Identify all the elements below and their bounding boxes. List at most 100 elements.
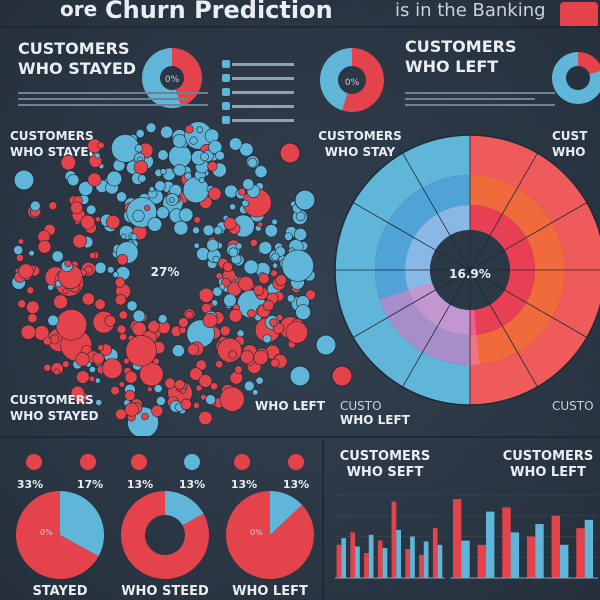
top-left-heading-1: CUSTOMERS	[18, 39, 129, 58]
bubble-cluster-section: CUSTOMERS WHO STAYED 27% CUSTOMERS WHO S…	[10, 121, 353, 439]
bubble	[228, 247, 239, 258]
bubble	[249, 238, 258, 247]
pie-slice-label: 0%	[250, 528, 263, 537]
bubble	[132, 209, 145, 222]
bubble	[208, 140, 223, 154]
bar	[486, 511, 495, 578]
bubble	[331, 365, 353, 387]
title-suffix: is in the Banking	[395, 0, 546, 21]
bubble	[276, 313, 284, 322]
slider-knob	[222, 74, 230, 82]
bubble	[206, 238, 219, 252]
bubble	[94, 152, 101, 159]
top-right-donut	[552, 52, 600, 104]
bubble	[229, 371, 244, 385]
bar	[391, 501, 397, 578]
bubble	[215, 272, 223, 280]
bubble	[119, 332, 128, 341]
bubble	[115, 408, 127, 421]
bubble	[247, 309, 256, 318]
bubble	[315, 334, 337, 356]
slider-knob	[222, 60, 230, 68]
radial-outline	[334, 134, 600, 406]
legend-dot	[26, 454, 42, 470]
bubble	[118, 310, 128, 320]
bubble-cluster	[11, 121, 353, 439]
bar	[382, 548, 388, 578]
bar	[355, 546, 360, 578]
bar-chart-title-2: WHO LEFT	[510, 465, 586, 480]
bubble	[270, 269, 278, 277]
top-right-donut-slice-stayed	[552, 52, 600, 104]
bubble	[29, 200, 41, 212]
bar	[336, 544, 342, 578]
pie-top-value: 13%	[283, 478, 309, 491]
pie-slice	[15, 491, 99, 579]
bubble	[95, 398, 103, 406]
bubble	[27, 313, 38, 324]
radial-label-top-1: CUSTOMERS	[318, 129, 402, 143]
bubble	[124, 389, 136, 401]
bar	[405, 549, 411, 578]
bubble	[116, 324, 127, 335]
bubble	[17, 299, 27, 309]
bubble	[153, 384, 163, 393]
slider-track	[232, 63, 294, 66]
bubble	[126, 300, 138, 312]
bubble	[270, 358, 280, 368]
bubble	[120, 233, 127, 240]
text-line	[18, 92, 208, 94]
top-right-heading-2: WHO LEFT	[405, 57, 498, 76]
bubble	[223, 293, 237, 308]
radial-spoke	[469, 269, 538, 388]
bubble	[101, 358, 123, 379]
bubble	[37, 239, 52, 254]
bubble	[75, 352, 90, 367]
top-center-donut-label: 0%	[345, 78, 360, 88]
bar	[576, 528, 585, 578]
bubble	[55, 309, 88, 341]
radial-ring-stayed	[335, 135, 470, 405]
bubble	[26, 286, 35, 295]
bubble	[205, 394, 216, 405]
bubble	[178, 317, 189, 328]
radial-label-bottom-1: CUSTO	[340, 399, 382, 413]
bubble	[257, 221, 264, 228]
bubble	[124, 370, 138, 384]
bubble	[145, 122, 157, 133]
bubble	[244, 380, 255, 392]
radial-spoke	[402, 269, 471, 388]
bubble	[148, 186, 155, 193]
bar	[560, 544, 569, 578]
text-line	[18, 104, 208, 106]
bubble	[243, 259, 259, 275]
slider-track	[232, 105, 294, 108]
bubble	[198, 374, 213, 388]
slider-knob	[222, 102, 230, 110]
bubble	[229, 137, 243, 151]
pie-slice	[226, 491, 315, 579]
radial-label-top-2: WHO STAY	[325, 145, 396, 159]
bubble	[219, 283, 226, 290]
bubble	[271, 252, 280, 261]
bubble	[160, 168, 167, 175]
bubble	[240, 349, 254, 364]
bubble	[242, 178, 255, 191]
bubble	[116, 191, 127, 203]
bubble	[178, 207, 194, 223]
bubble	[94, 377, 101, 384]
pie-top-value: 17%	[77, 478, 103, 491]
bar	[350, 532, 356, 579]
header-badge	[560, 2, 598, 28]
bubble	[106, 266, 115, 274]
top-center-donut	[320, 48, 385, 112]
bubble	[89, 252, 97, 260]
bubble	[112, 271, 119, 278]
radial-ring-left	[470, 135, 600, 405]
bubble	[156, 206, 170, 220]
bubble	[94, 298, 106, 310]
title-prefix: ore	[60, 0, 97, 21]
bubble	[124, 402, 139, 417]
radial-label-right-2: WHO	[552, 145, 585, 159]
